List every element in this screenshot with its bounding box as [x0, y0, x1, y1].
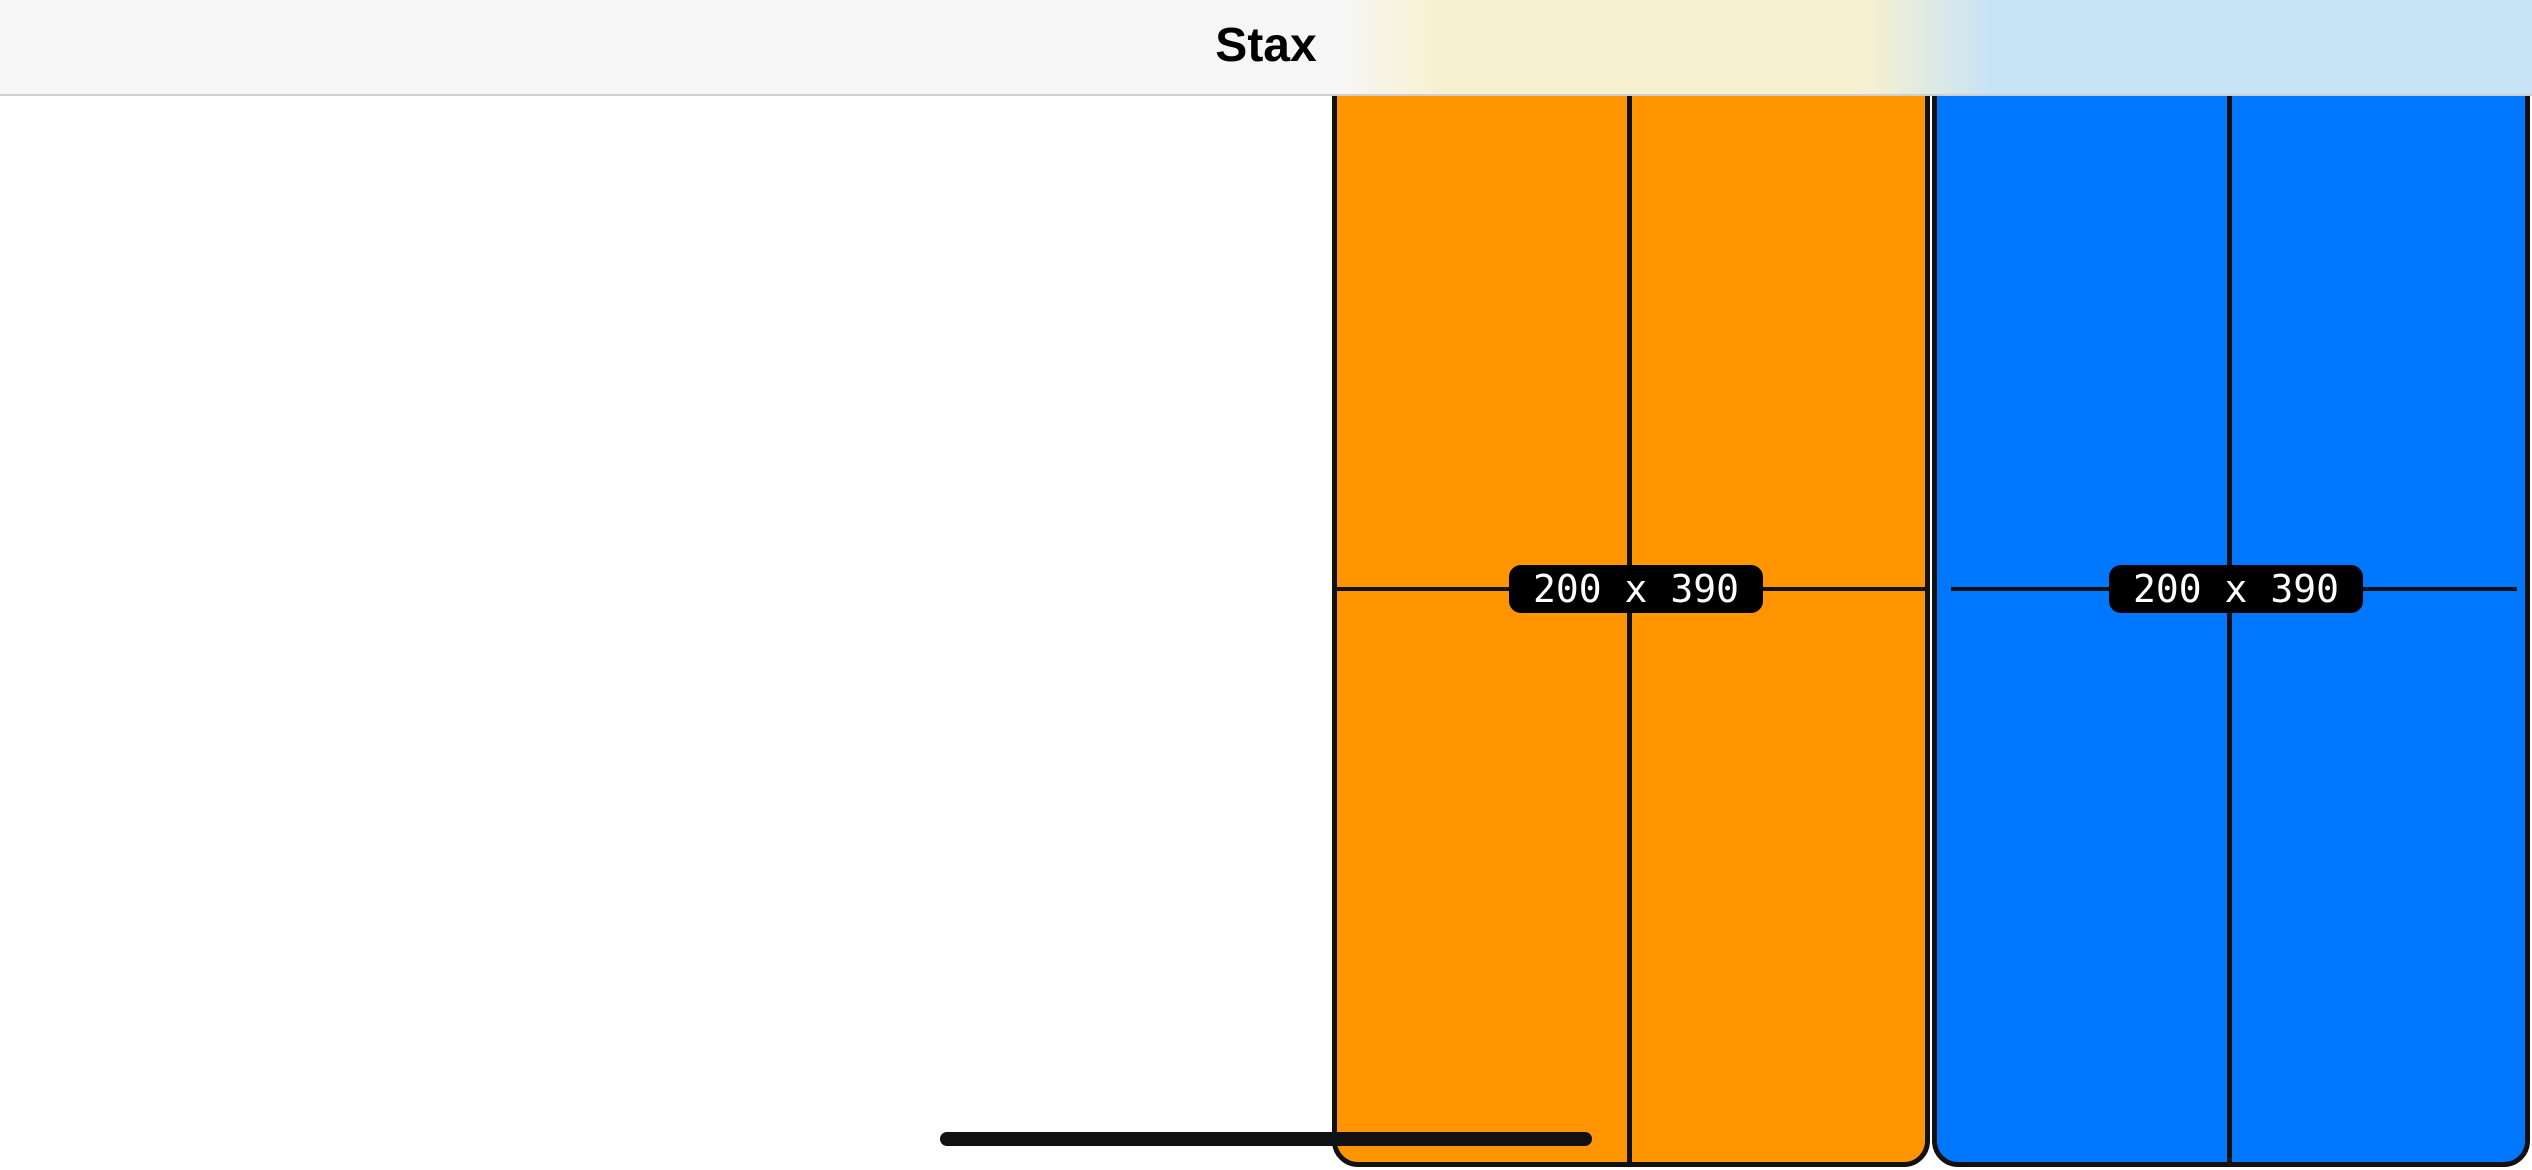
vertical-guide-line [1627, 79, 1632, 1162]
blue-panel[interactable]: 200 x 390 [1932, 74, 2530, 1167]
home-indicator[interactable] [940, 1132, 1592, 1146]
vertical-guide-line [2227, 79, 2232, 1162]
page-title: Stax [1215, 19, 1317, 72]
orange-panel[interactable]: 200 x 390 [1332, 74, 1930, 1167]
size-label: 200 x 390 [1509, 565, 1763, 613]
navigation-bar: Stax [0, 0, 2532, 96]
size-label: 200 x 390 [2109, 565, 2363, 613]
